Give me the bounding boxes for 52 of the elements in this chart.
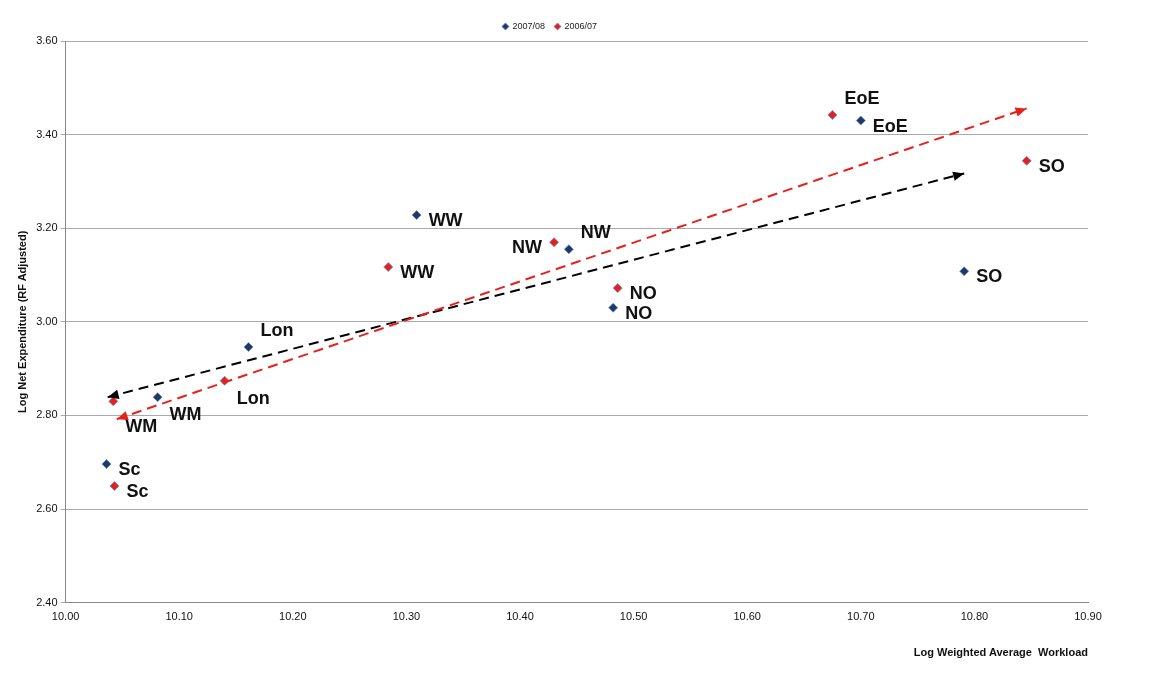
point [243,342,254,352]
y-tick-label: 3.60 [36,34,58,47]
y-axis-title: Log Net Expenditure (RF Adjusted) [15,230,28,413]
point [563,244,574,255]
data-label: Sc [126,481,149,502]
data-label: Lon [260,320,294,341]
point [608,302,619,313]
y-tick-label: 2.40 [36,595,58,608]
data-label: NO [629,283,657,304]
point [827,110,838,120]
data-label: WM [125,416,158,437]
point [101,459,112,469]
x-axis-title: Log Weighted Average Workload [913,646,1088,659]
point [219,375,230,386]
data-label: WW [400,262,435,283]
y-tick-label: 3.00 [36,314,58,327]
data-label: EoE [872,115,908,136]
point [959,266,970,277]
x-tick-label: 10.50 [619,610,648,623]
point [549,237,559,248]
x-tick-label: 10.10 [165,610,193,623]
y-tick-label: 3.40 [36,127,58,140]
data-label: SO [976,266,1003,287]
point [152,392,163,403]
point [411,210,422,220]
x-tick-label: 10.60 [733,610,761,623]
x-tick-label: 10.30 [392,610,421,623]
x-tick-label: 10.90 [1074,610,1102,623]
y-tick-label: 2.60 [36,502,58,515]
point [855,115,866,126]
x-tick-label: 10.70 [847,610,875,623]
point [612,283,623,293]
x-tick-label: 10.80 [960,610,989,623]
data-label: SO [1038,155,1065,176]
data-label: Sc [118,459,141,480]
data-label: NW [580,222,611,243]
data-label: NW [512,237,543,258]
point [1021,155,1032,166]
data-label: WM [169,404,202,425]
point [109,481,120,491]
data-label: NO [625,302,653,323]
data-label: WW [428,210,463,231]
point [383,262,394,272]
x-tick-label: 10.20 [279,610,307,623]
data-label: EoE [844,87,880,108]
y-tick-label: 3.20 [36,221,58,234]
data-label: Lon [236,387,270,408]
legend-label: 2007/08 [512,20,546,31]
x-tick-label: 10.00 [51,610,80,623]
y-tick-label: 2.80 [36,408,58,421]
legend-label: 2006/07 [564,20,598,31]
x-tick-label: 10.40 [506,610,534,623]
